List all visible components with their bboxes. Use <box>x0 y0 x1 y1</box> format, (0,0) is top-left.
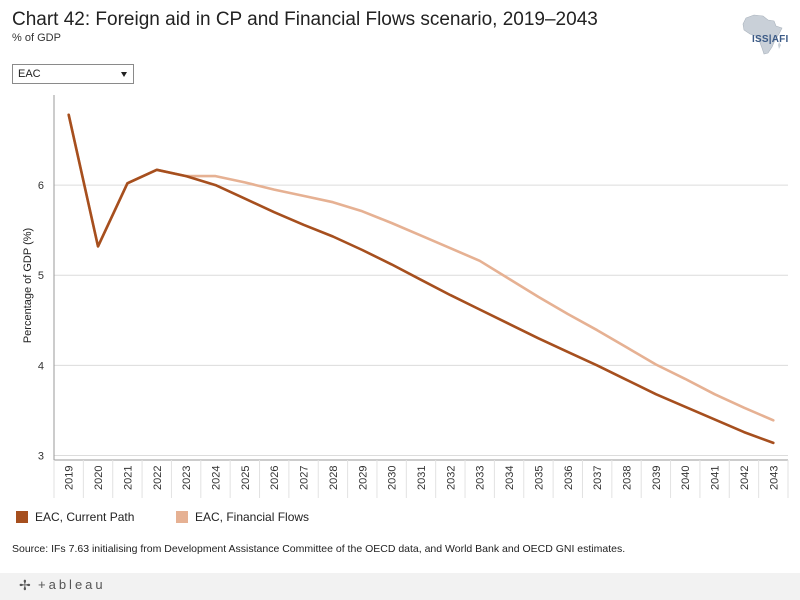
x-tick-label: 2034 <box>504 466 516 490</box>
x-tick-label: 2042 <box>739 466 751 490</box>
x-tick-label: 2040 <box>680 466 692 490</box>
series-line-financial-flows[interactable] <box>67 113 775 422</box>
y-tick-label: 3 <box>38 450 44 462</box>
x-tick-label: 2024 <box>210 466 222 490</box>
x-tick-label: 2022 <box>152 466 164 490</box>
x-tick-label: 2033 <box>475 466 487 490</box>
x-tick-label: 2043 <box>768 466 780 490</box>
x-tick-label: 2025 <box>240 466 252 490</box>
x-tick-label: 2030 <box>387 466 399 490</box>
country-filter-dropdown[interactable]: EAC <box>12 64 134 84</box>
series-lines <box>67 113 775 445</box>
legend-swatch-current-path <box>16 511 28 523</box>
x-tick-label: 2035 <box>533 466 545 490</box>
chart-title: Chart 42: Foreign aid in CP and Financia… <box>12 9 598 30</box>
x-tick-label: 2019 <box>64 466 76 490</box>
dropdown-selected-value: EAC <box>18 68 41 80</box>
logo-text: ISS|AFI <box>752 34 789 45</box>
source-note: Source: IFs 7.63 initialising from Devel… <box>12 543 626 555</box>
x-tick-label: 2021 <box>122 466 134 490</box>
x-tick-label: 2023 <box>181 466 193 490</box>
x-tick-label: 2037 <box>592 466 604 490</box>
x-tick-label: 2031 <box>416 466 428 490</box>
legend-swatch-financial-flows <box>176 511 188 523</box>
tableau-brand[interactable]: +ableau <box>38 577 106 592</box>
axes: 3 4 5 6 2019 2020 2021 2022 2023 2024 2025 2026 2027… <box>38 95 789 498</box>
gridlines <box>54 184 788 456</box>
x-tick-label: 2036 <box>563 466 575 490</box>
x-tick-label: 2029 <box>357 466 369 490</box>
legend-label-current-path: EAC, Current Path <box>35 510 135 524</box>
tableau-plus-icon[interactable]: ✢ <box>19 577 31 593</box>
africa-map-icon <box>742 14 783 55</box>
legend-label-financial-flows: EAC, Financial Flows <box>195 510 310 524</box>
chart-subtitle: % of GDP <box>12 32 61 44</box>
x-tick-label: 2041 <box>710 466 722 490</box>
x-tick-label: 2020 <box>93 466 105 490</box>
y-axis-label: Percentage of GDP (%) <box>22 228 34 343</box>
series-line-current-path[interactable] <box>67 113 775 445</box>
tableau-footer: ✢ +ableau <box>0 573 800 600</box>
x-tick-label: 2027 <box>299 466 311 490</box>
y-tick-label: 6 <box>38 180 44 192</box>
y-tick-label: 5 <box>38 270 44 282</box>
x-tick-label: 2039 <box>651 466 663 490</box>
y-tick-label: 4 <box>38 360 44 372</box>
x-tick-label: 2032 <box>445 466 457 490</box>
x-tick-label: 2026 <box>269 466 281 490</box>
x-tick-label: 2028 <box>328 466 340 490</box>
x-tick-label: 2038 <box>622 466 634 490</box>
line-chart: 3 4 5 6 2019 2020 2021 2022 2023 2024 2025 2026 2027… <box>22 95 789 498</box>
chevron-down-icon[interactable] <box>121 72 127 77</box>
